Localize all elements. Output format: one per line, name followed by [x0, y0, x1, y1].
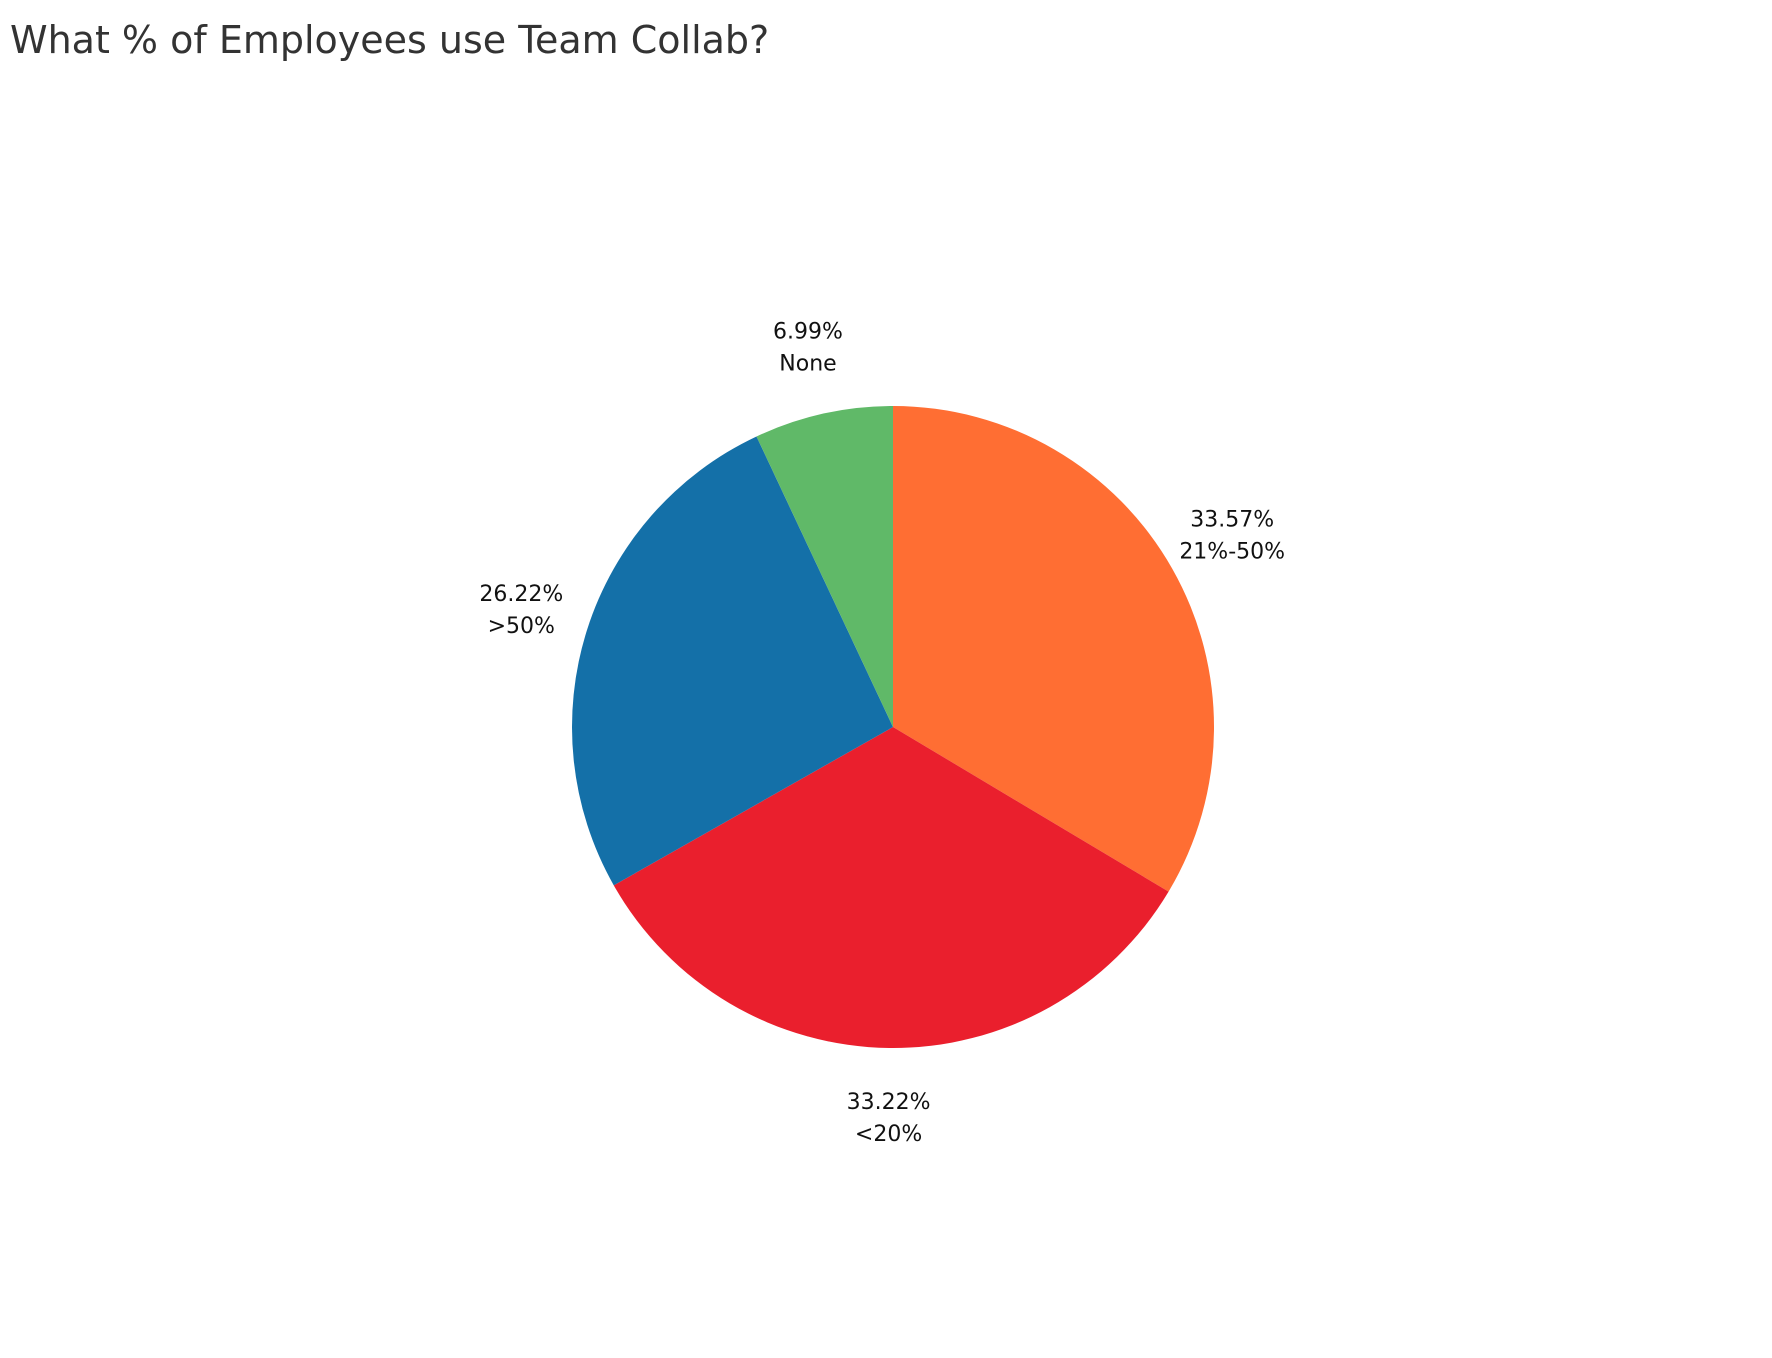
- slice-category-label-1: <20%: [855, 1122, 922, 1147]
- slice-category-label-2: >50%: [488, 614, 555, 639]
- slice-category-label-0: 21%-50%: [1179, 540, 1285, 565]
- pie-slice-3[interactable]: [756, 406, 893, 727]
- slice-value-label-2: 26.22%: [479, 582, 563, 607]
- slice-category-label-3: None: [779, 351, 836, 376]
- slice-value-label-1: 33.22%: [847, 1090, 931, 1115]
- pie-slice-1[interactable]: [613, 727, 1169, 1049]
- slice-value-label-3: 6.99%: [773, 319, 843, 344]
- pie-slice-0[interactable]: [893, 406, 1215, 892]
- pie-slices: [571, 406, 1215, 1049]
- chart-title: What % of Employees use Team Collab?: [10, 18, 770, 62]
- pie-labels: 33.57% 21%-50% 33.22% <20% 26.22% >50% 6.99% No…: [479, 319, 1285, 1147]
- slice-value-label-0: 33.57%: [1190, 508, 1274, 533]
- pie-slice-2[interactable]: [571, 436, 893, 886]
